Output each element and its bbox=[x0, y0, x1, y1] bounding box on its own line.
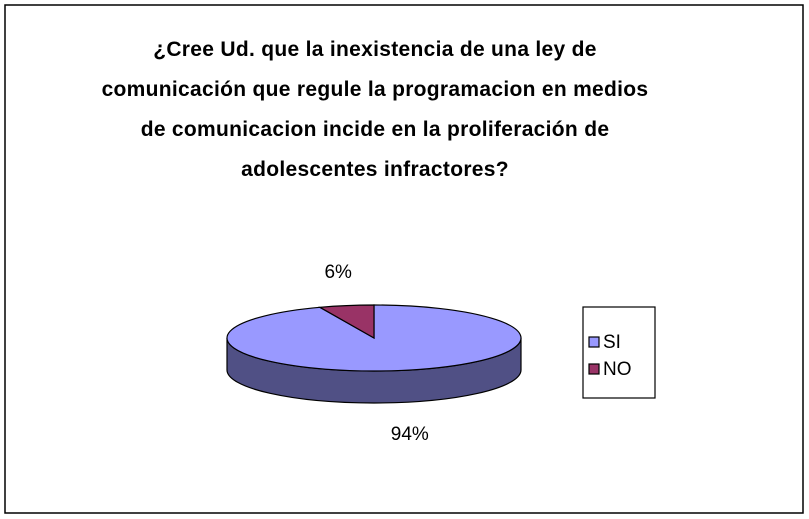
legend-label: NO bbox=[603, 359, 632, 380]
pie-slice bbox=[317, 304, 375, 340]
legend-label: SI bbox=[603, 332, 621, 353]
chart-title: ¿Cree Ud. que la inexistencia de una ley… bbox=[101, 38, 649, 181]
legend-swatch bbox=[588, 336, 600, 348]
legend-swatch bbox=[588, 363, 600, 375]
data-label: 6% bbox=[324, 262, 352, 283]
legend-box bbox=[582, 306, 656, 399]
data-label: 94% bbox=[391, 424, 429, 445]
chart-border bbox=[4, 4, 804, 514]
